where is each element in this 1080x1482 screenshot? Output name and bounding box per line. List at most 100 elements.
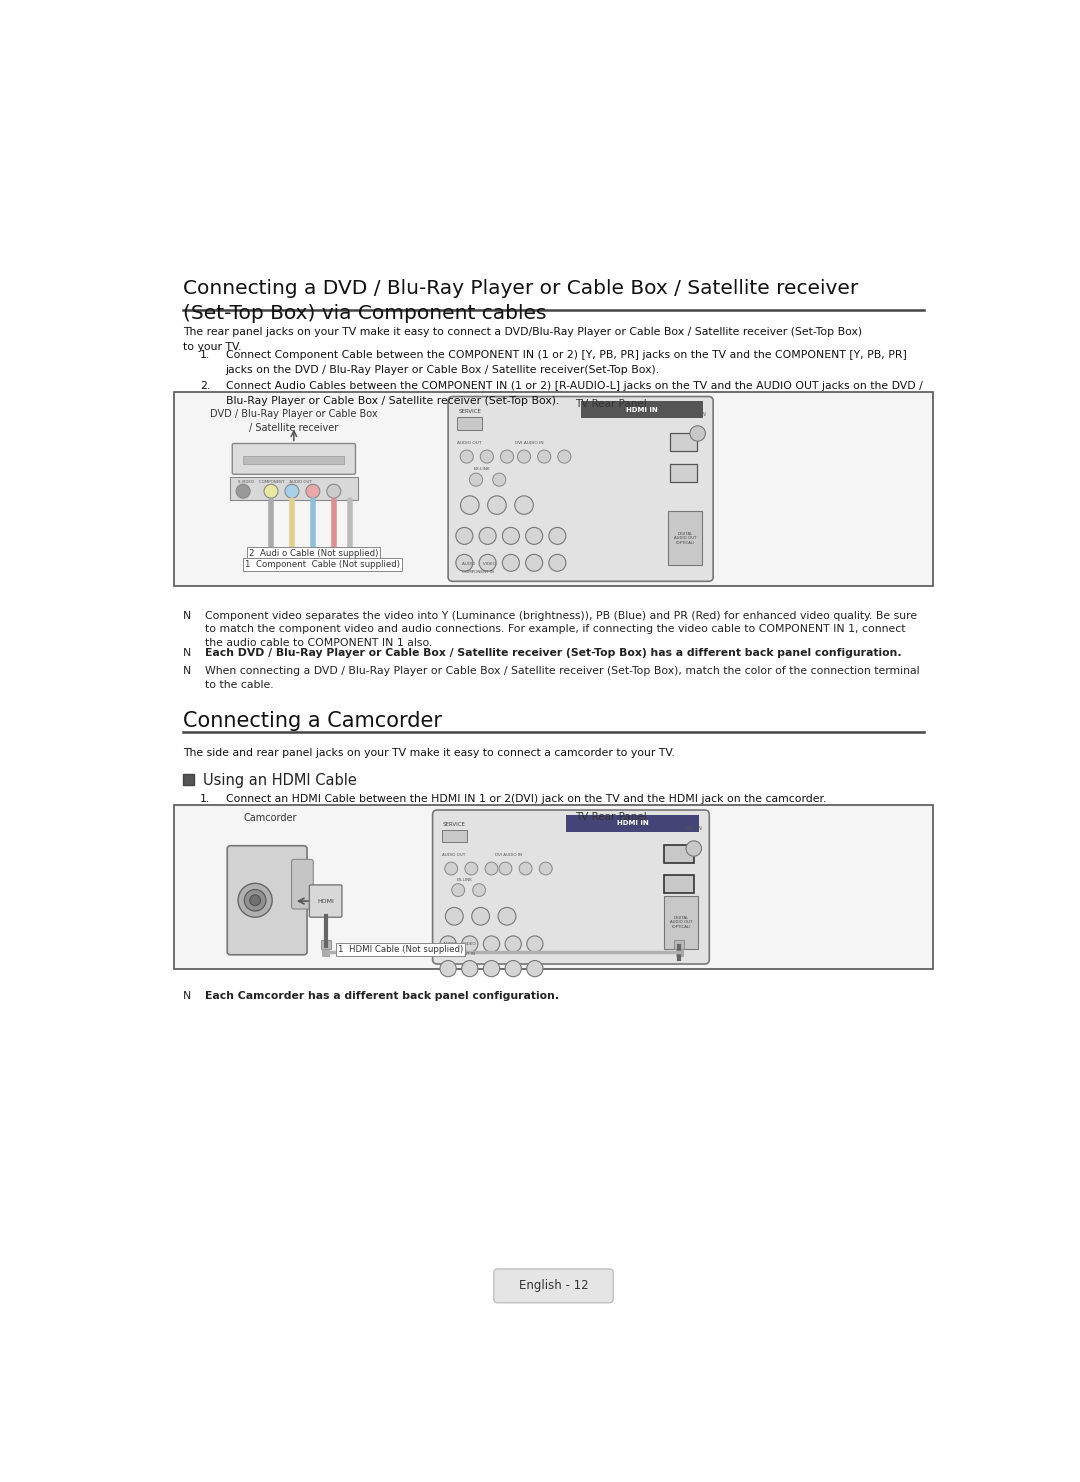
Bar — [442, 830, 467, 842]
Circle shape — [492, 473, 505, 486]
Circle shape — [327, 485, 341, 498]
Text: DVD / Blu-Ray Player or Cable Box: DVD / Blu-Ray Player or Cable Box — [211, 409, 378, 419]
Text: HDMI: HDMI — [318, 898, 334, 904]
Circle shape — [238, 883, 272, 917]
Text: TV Rear Panel: TV Rear Panel — [575, 399, 646, 409]
Circle shape — [470, 473, 483, 486]
Circle shape — [515, 496, 534, 514]
Text: DVI AUDIO IN: DVI AUDIO IN — [515, 442, 543, 445]
Text: COMPONENT IN: COMPONENT IN — [444, 951, 475, 956]
Text: the audio cable to COMPONENT IN 1 also.: the audio cable to COMPONENT IN 1 also. — [205, 639, 432, 648]
Circle shape — [237, 485, 251, 498]
Bar — [664, 897, 699, 948]
Circle shape — [484, 960, 500, 977]
Circle shape — [557, 451, 571, 464]
Circle shape — [473, 883, 486, 897]
Text: AUDIO OUT: AUDIO OUT — [458, 442, 482, 445]
Text: AUDIO OUT: AUDIO OUT — [442, 854, 465, 857]
Text: to your TV.: to your TV. — [183, 342, 242, 351]
Text: N: N — [183, 665, 191, 676]
Text: AUDIO     VIDEO: AUDIO VIDEO — [444, 943, 476, 947]
Circle shape — [505, 960, 522, 977]
Text: HDMI IN: HDMI IN — [626, 406, 658, 412]
FancyBboxPatch shape — [494, 1269, 613, 1303]
Bar — [267, 548, 275, 560]
Circle shape — [500, 451, 514, 464]
Bar — [458, 418, 482, 430]
Text: Connect Component Cable between the COMPONENT IN (1 or 2) [Y, PB, PR] jacks on t: Connect Component Cable between the COMP… — [226, 350, 906, 360]
Bar — [669, 511, 702, 565]
Circle shape — [285, 485, 299, 498]
Circle shape — [480, 554, 496, 571]
FancyBboxPatch shape — [433, 811, 710, 963]
Text: The rear panel jacks on your TV make it easy to connect a DVD/Blu-Ray Player or : The rear panel jacks on your TV make it … — [183, 328, 862, 338]
Bar — [264, 550, 364, 556]
Bar — [674, 940, 684, 950]
Text: 1  HDMI Cable (Not supplied): 1 HDMI Cable (Not supplied) — [338, 946, 463, 954]
Text: Connect Audio Cables between the COMPONENT IN (1 or 2) [R-AUDIO-L] jacks on the : Connect Audio Cables between the COMPONE… — [226, 381, 922, 391]
Bar — [676, 948, 683, 956]
Circle shape — [464, 863, 477, 874]
Text: Blu-Ray Player or Cable Box / Satellite receiver (Set-Top Box).: Blu-Ray Player or Cable Box / Satellite … — [226, 396, 559, 406]
Bar — [670, 464, 697, 482]
Bar — [347, 548, 354, 560]
Circle shape — [481, 451, 494, 464]
Circle shape — [445, 863, 458, 874]
Text: SERVICE: SERVICE — [443, 823, 465, 827]
Text: English - 12: English - 12 — [518, 1279, 589, 1292]
Text: Connecting a DVD / Blu-Ray Player or Cable Box / Satellite receiver: Connecting a DVD / Blu-Ray Player or Cab… — [183, 280, 859, 298]
Bar — [183, 774, 194, 784]
Text: N: N — [183, 991, 191, 1000]
Circle shape — [461, 960, 478, 977]
Bar — [664, 876, 693, 894]
Bar — [264, 562, 391, 568]
Text: 1  Component  Cable (Not supplied): 1 Component Cable (Not supplied) — [244, 560, 400, 569]
FancyBboxPatch shape — [448, 397, 713, 581]
Circle shape — [526, 554, 542, 571]
Circle shape — [539, 863, 552, 874]
Circle shape — [505, 937, 522, 951]
Text: S-VIDEO    COMPONENT    AUDIO OUT: S-VIDEO COMPONENT AUDIO OUT — [238, 480, 311, 483]
Bar — [664, 845, 693, 863]
Circle shape — [484, 937, 500, 951]
Circle shape — [549, 528, 566, 544]
Circle shape — [456, 554, 473, 571]
Circle shape — [306, 485, 320, 498]
Text: to match the component video and audio connections. For example, if connecting t: to match the component video and audio c… — [205, 624, 905, 634]
Circle shape — [460, 451, 473, 464]
Circle shape — [440, 960, 456, 977]
FancyBboxPatch shape — [232, 443, 355, 474]
Text: to the cable.: to the cable. — [205, 680, 273, 691]
Bar — [670, 433, 697, 451]
Circle shape — [286, 557, 297, 568]
Text: EX-LINK: EX-LINK — [457, 877, 472, 882]
Text: (Set-Top Box) via Component cables: (Set-Top Box) via Component cables — [183, 304, 546, 323]
Circle shape — [328, 557, 339, 568]
Circle shape — [456, 528, 473, 544]
Text: N: N — [183, 611, 191, 621]
Text: Component video separates the video into Y (Luminance (brightness)), PB (Blue) a: Component video separates the video into… — [205, 611, 917, 621]
Bar — [174, 391, 933, 585]
Circle shape — [264, 485, 278, 498]
Text: HDMI IN: HDMI IN — [617, 820, 648, 825]
Circle shape — [480, 528, 496, 544]
Text: 2  Audi o Cable (Not supplied): 2 Audi o Cable (Not supplied) — [249, 548, 378, 557]
Circle shape — [686, 840, 702, 857]
Circle shape — [308, 557, 319, 568]
Bar — [566, 815, 699, 831]
Text: When connecting a DVD / Blu-Ray Player or Cable Box / Satellite receiver (Set-To: When connecting a DVD / Blu-Ray Player o… — [205, 665, 919, 676]
Circle shape — [472, 907, 489, 925]
Circle shape — [502, 528, 519, 544]
Circle shape — [527, 937, 543, 951]
FancyBboxPatch shape — [292, 860, 313, 908]
Circle shape — [485, 863, 498, 874]
FancyBboxPatch shape — [309, 885, 342, 917]
Text: Connect an HDMI Cable between the HDMI IN 1 or 2(DVI) jack on the TV and the HDM: Connect an HDMI Cable between the HDMI I… — [226, 794, 826, 803]
Text: Using an HDMI Cable: Using an HDMI Cable — [203, 774, 357, 788]
Text: DVI AUDIO IN: DVI AUDIO IN — [496, 854, 523, 857]
Text: EX-LINK: EX-LINK — [474, 467, 490, 471]
FancyBboxPatch shape — [227, 846, 307, 954]
Text: 1.: 1. — [200, 350, 211, 360]
Circle shape — [538, 451, 551, 464]
Circle shape — [519, 863, 532, 874]
